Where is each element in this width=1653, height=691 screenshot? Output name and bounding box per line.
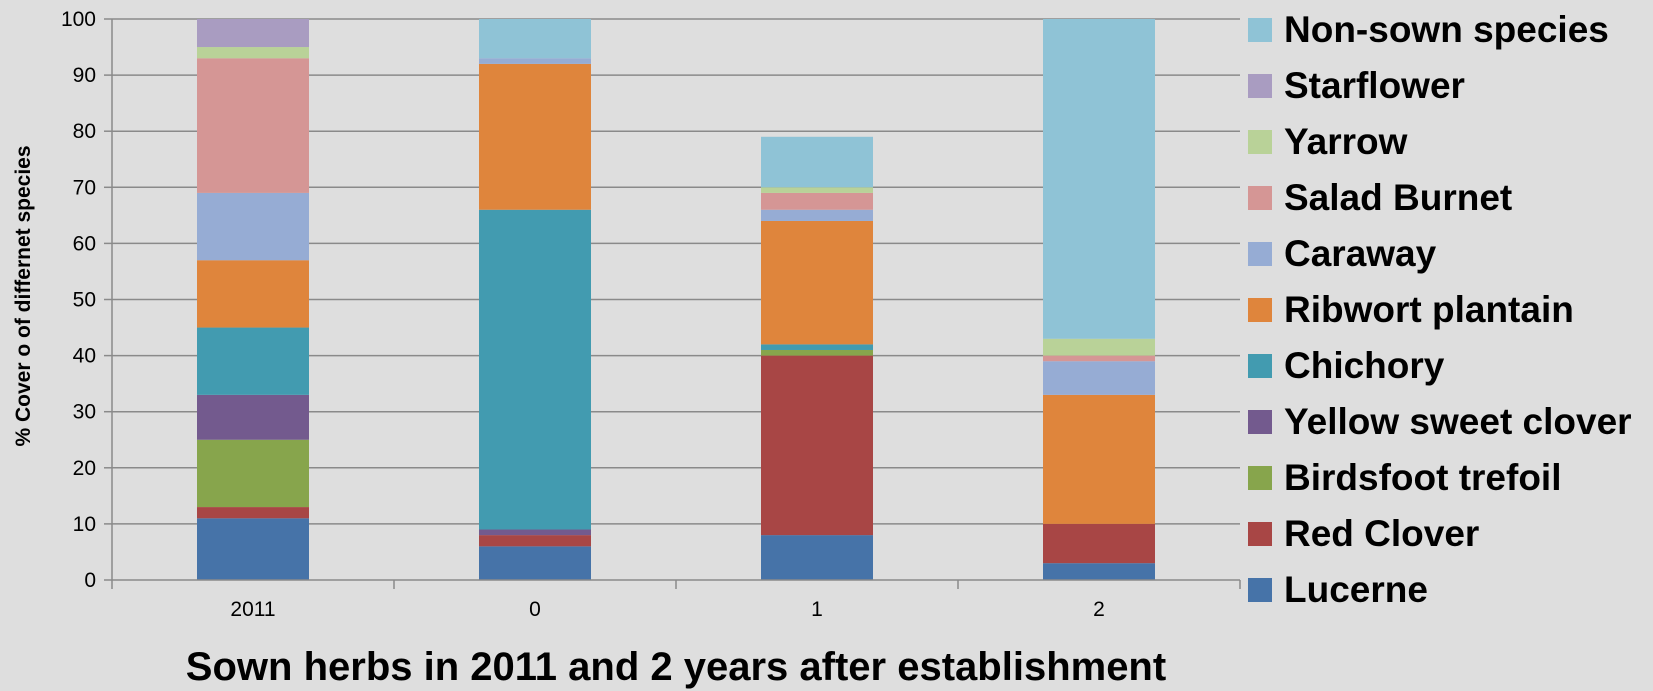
y-tick-label: 70	[73, 176, 96, 199]
legend-swatch	[1248, 410, 1272, 434]
legend-swatch	[1248, 578, 1272, 602]
bar-segment	[479, 546, 591, 580]
legend-swatch	[1248, 18, 1272, 42]
bar-segment	[197, 192, 309, 261]
legend-swatch	[1248, 186, 1272, 210]
y-tick-label: 30	[73, 401, 96, 424]
y-tick-label: 80	[73, 120, 96, 143]
bar-segment	[761, 344, 873, 350]
legend-label: Ribwort plantain	[1284, 289, 1574, 330]
legend-label: Yarrow	[1284, 121, 1408, 162]
legend-label: Non-sown species	[1284, 9, 1609, 50]
x-tick-label: 1	[811, 598, 823, 621]
bar-segment	[1043, 19, 1155, 339]
legend-swatch	[1248, 354, 1272, 378]
bar-segment	[1043, 355, 1155, 362]
chart-title: Sown herbs in 2011 and 2 years after est…	[186, 645, 1166, 689]
bar-segment	[761, 209, 873, 221]
y-tick-label: 0	[84, 569, 96, 592]
y-tick-label: 20	[73, 457, 96, 480]
legend-label: Lucerne	[1284, 569, 1428, 610]
bars	[197, 19, 1155, 580]
bar-segment	[197, 327, 309, 395]
bar-segment	[761, 349, 873, 356]
bar-segment	[197, 47, 309, 59]
legend-swatch	[1248, 298, 1272, 322]
bar-segment	[197, 507, 309, 519]
bar-segment	[761, 355, 873, 536]
axes: 0 10 20 30 40 50 60 70 80 90 100 2011 0 1 2	[61, 8, 1241, 621]
y-axis-title: % Cover o of differnet species	[12, 145, 35, 446]
legend-label: Starflower	[1284, 65, 1465, 106]
x-tick-label: 2011	[230, 598, 275, 621]
legend-swatch	[1248, 522, 1272, 546]
legend-label: Birdsfoot trefoil	[1284, 457, 1562, 498]
bar-segment	[479, 529, 591, 536]
bar-segment	[197, 19, 309, 48]
y-tick-label: 50	[73, 289, 96, 312]
bar-segment	[197, 518, 309, 580]
y-tick-label: 100	[61, 8, 96, 31]
y-tick-label: 40	[73, 345, 96, 368]
bar-segment	[479, 19, 591, 59]
bar-segment	[479, 209, 591, 530]
bar-segment	[1043, 523, 1155, 564]
bar-segment	[761, 220, 873, 345]
legend-label: Red Clover	[1284, 513, 1480, 554]
x-tick-label: 0	[529, 598, 541, 621]
y-tick-label: 60	[73, 232, 96, 255]
bar-segment	[1043, 361, 1155, 395]
bar-segment	[197, 394, 309, 440]
legend-label: Chichory	[1284, 345, 1445, 386]
y-tick-label: 90	[73, 64, 96, 87]
y-tick-label: 10	[73, 513, 96, 536]
bar-segment	[761, 136, 873, 188]
legend-label: Caraway	[1284, 233, 1437, 274]
x-tick-label: 2	[1093, 598, 1105, 621]
bar-segment	[479, 535, 591, 547]
bar-segment	[1043, 394, 1155, 524]
legend-swatch	[1248, 130, 1272, 154]
bar-segment	[761, 192, 873, 210]
legend-label: Yellow sweet clover	[1284, 401, 1632, 442]
bar-segment	[1043, 338, 1155, 356]
bar-segment	[197, 439, 309, 508]
legend-label: Salad Burnet	[1284, 177, 1513, 218]
bar-segment	[479, 58, 591, 64]
legend-swatch	[1248, 242, 1272, 266]
bar-segment	[479, 63, 591, 210]
legend-swatch	[1248, 74, 1272, 98]
bar-segment	[197, 58, 309, 193]
bar-segment	[761, 535, 873, 580]
bar-segment	[761, 187, 873, 193]
bar-segment	[1043, 563, 1155, 580]
legend-swatch	[1248, 466, 1272, 490]
bar-segment	[197, 260, 309, 328]
